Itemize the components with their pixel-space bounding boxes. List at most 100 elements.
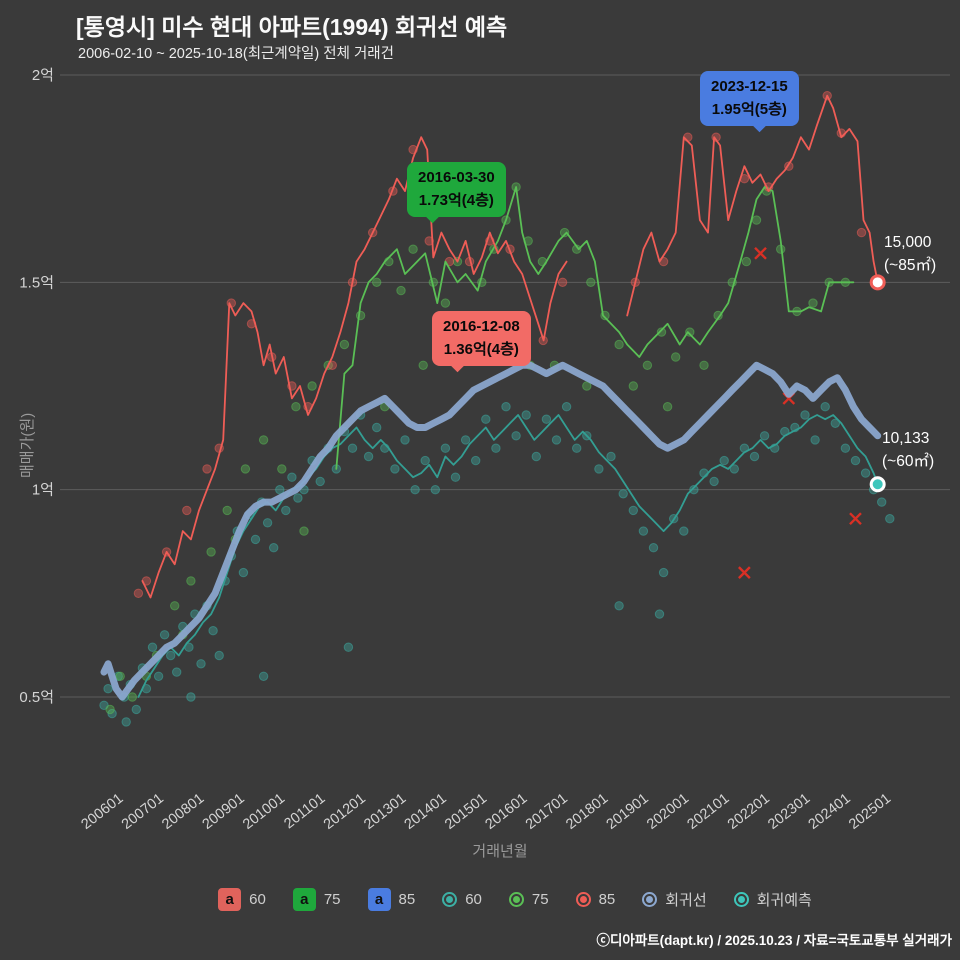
legend-item-dot-85[interactable]: 85: [575, 891, 615, 908]
legend-item-regression[interactable]: 회귀선: [642, 889, 707, 910]
scatter-point: [689, 485, 699, 495]
scatter-point: [250, 534, 261, 545]
scatter-point: [238, 567, 249, 578]
y-tick-label: 1.5억: [19, 274, 54, 291]
x-tick-label: 200901: [200, 791, 248, 833]
x-tick-label: 202401: [806, 791, 854, 833]
scatter-point: [196, 659, 206, 669]
scatter-point: [840, 443, 851, 453]
legend-item-prediction[interactable]: 회귀예측: [733, 889, 812, 910]
y-tick-label: 1억: [32, 482, 54, 499]
x-tick-label: 202301: [765, 791, 813, 833]
scatter-point: [262, 518, 273, 528]
scatter-point: [551, 435, 562, 445]
scatter-point: [363, 451, 374, 462]
x-tick-label: 201801: [563, 791, 611, 833]
legend-item-area-85[interactable]: a 85: [367, 888, 416, 911]
scatter-point: [202, 464, 212, 474]
scatter-point: [440, 443, 451, 453]
scatter-point: [614, 601, 624, 611]
cancelled-deal-mark: [849, 512, 862, 526]
scatter-point: [749, 451, 760, 462]
scatter-point: [658, 567, 669, 578]
scatter-point: [147, 642, 158, 652]
scatter-point: [400, 435, 410, 445]
scatter-point: [206, 547, 216, 557]
x-tick-label: 201701: [523, 791, 571, 833]
x-tick-label: 202001: [644, 791, 692, 833]
legend-label-area-75: 75: [323, 891, 341, 908]
scatter-point: [614, 339, 624, 350]
scatter-point: [850, 455, 861, 466]
legend-marker-core: [512, 896, 520, 903]
scatter-point: [131, 704, 142, 715]
scatter-point: [396, 285, 406, 296]
scatter-point: [662, 402, 673, 412]
scatter-point: [355, 310, 366, 321]
scatter-point: [343, 642, 354, 652]
x-tick-label: 201401: [402, 791, 450, 833]
scatter-point: [410, 485, 420, 495]
scatter-point: [561, 402, 572, 412]
scatter-point: [418, 360, 428, 370]
x-tick-label: 202201: [725, 791, 773, 833]
page-subtitle: 2006-02-10 ~ 2025-10-18(최근계약일) 전체 거래건: [78, 46, 394, 62]
x-tick-label: 201001: [240, 791, 288, 833]
scatter-point: [582, 381, 592, 391]
scatter-point: [642, 360, 653, 370]
legend-swatch-area-60: a: [218, 888, 242, 911]
legend-label-regression: 회귀선: [665, 892, 707, 909]
x-tick-label: 201101: [281, 791, 328, 833]
legend-item-area-75[interactable]: a 75: [292, 888, 341, 911]
endpoint-area: (~60㎡): [882, 453, 935, 471]
endpoint-value: 10,133: [882, 430, 930, 447]
scatter-point: [293, 493, 303, 503]
scatter-point: [699, 360, 709, 370]
scatter-point: [679, 526, 689, 536]
legend-marker-core: [579, 896, 587, 903]
scatter-point: [541, 414, 552, 424]
price-line-60: [137, 414, 879, 698]
scatter-point: [186, 692, 196, 702]
legend-marker-regression: [642, 892, 658, 907]
scatter-point: [372, 277, 382, 287]
scatter-point: [186, 576, 196, 586]
scatter-point: [159, 630, 170, 640]
x-tick-label: 202101: [684, 791, 732, 833]
end-marker-prediction: [869, 476, 886, 493]
scatter-point: [531, 451, 541, 462]
scatter-point: [501, 402, 511, 412]
cancelled-deal-mark: [738, 566, 751, 579]
legend-label-area-85: 85: [398, 891, 416, 908]
scatter-point: [115, 671, 125, 681]
scatter-point: [719, 455, 729, 466]
x-tick-label: 201201: [321, 791, 369, 833]
scatter-point: [172, 667, 182, 677]
scatter-point: [222, 505, 232, 516]
scatter-point: [299, 526, 309, 536]
x-tick-label: 200801: [159, 791, 207, 833]
x-tick-label: 201501: [442, 791, 490, 833]
scatter-point: [471, 455, 481, 466]
scatter-point: [105, 704, 115, 715]
annotation-value: 1.73억(4층): [418, 191, 494, 209]
scatter-point: [291, 402, 301, 412]
scatter-point: [339, 339, 350, 350]
legend-marker-dot-60: [442, 892, 458, 907]
legend-swatch-area-75: a: [292, 888, 316, 911]
scatter-point: [281, 505, 291, 516]
legend-marker-dot-75: [508, 892, 524, 907]
cancelled-deal-mark: [754, 246, 767, 260]
endpoint-value: 15,000: [884, 234, 932, 251]
scatter-point: [594, 464, 604, 474]
legend-item-area-60[interactable]: a 60: [218, 888, 266, 911]
annotation-value: 1.95억(5층): [711, 100, 787, 118]
legend-item-dot-75[interactable]: 75: [508, 891, 549, 908]
x-tick-label: 200601: [78, 791, 126, 833]
scatter-point: [460, 435, 471, 445]
legend-item-dot-60[interactable]: 60: [442, 891, 482, 908]
end-marker-85-last: [869, 274, 886, 291]
scatter-point: [258, 671, 269, 681]
scatter-point: [153, 671, 164, 681]
